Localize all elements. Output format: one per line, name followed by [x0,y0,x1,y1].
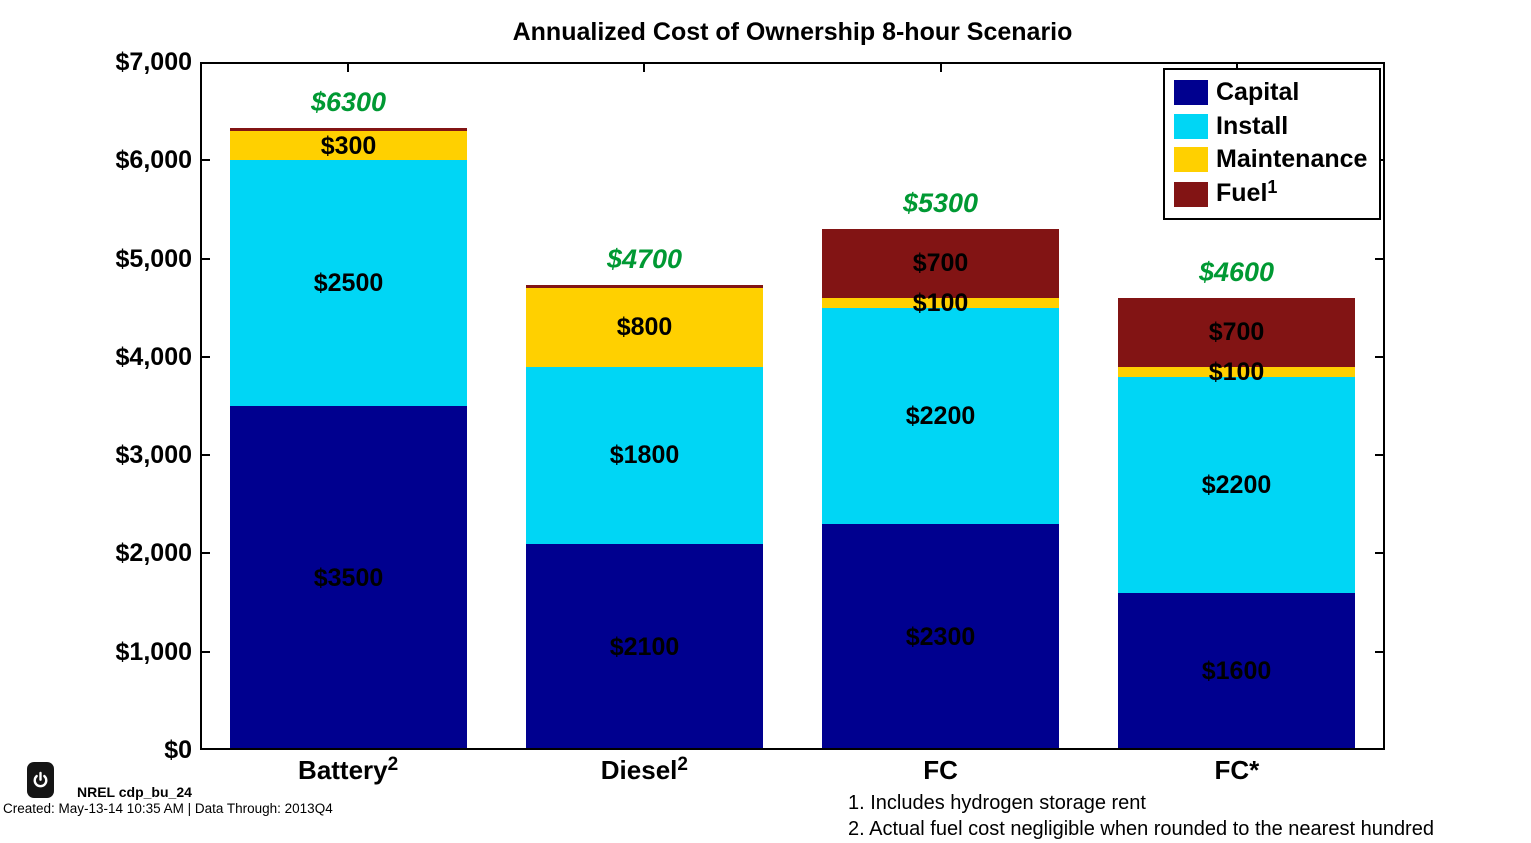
x-axis-tick-mark [643,64,646,72]
segment-value-label: $1600 [1201,657,1272,686]
bar-segment-maintenance [822,297,1059,308]
legend-label-text: Capital [1216,78,1300,107]
segment-value-label: $300 [320,131,377,160]
legend-label-text: Install [1216,111,1289,140]
legend-swatch-install [1174,113,1208,139]
y-axis-tick-label: $4,000 [115,342,192,371]
y-axis-tick-label: $2,000 [115,539,192,568]
y-axis-tick-label: $0 [164,736,192,764]
legend-swatch-capital [1174,80,1208,106]
y-axis-tick-mark [202,355,210,358]
x-axis-category-label: FC* [1214,755,1259,786]
bar-segment-capital [526,543,763,750]
bar-total-label: $5300 [902,188,979,219]
power-icon-glyph [33,771,48,787]
legend: Capital Install Maintenance Fuel1 [1163,68,1381,220]
y-axis-tick-mark [202,159,210,162]
y-axis-tick-label: $5,000 [115,244,192,273]
bar-segment-capital [230,406,467,750]
category-label-text: FC [923,755,958,785]
y-axis-tick-mark [1375,355,1383,358]
bar-segment-install [822,307,1059,524]
segment-value-label: $1800 [609,441,680,470]
bar-segment-fuel [822,229,1059,298]
footnotes: 1. Includes hydrogen storage rent 2. Act… [848,790,1434,842]
plot-area: $3500 $2500 $300 $6300 $2100 $1800 $800 $4700 $2… [200,62,1385,750]
legend-item-capital: Capital [1174,80,1379,106]
legend-label-superscript: 1 [1267,176,1278,197]
segment-value-label: $2300 [905,622,976,651]
segment-value-label: $2100 [609,632,680,661]
segment-value-label: $700 [912,249,969,278]
y-axis-tick-label: $3,000 [115,441,192,470]
bar-segment-fuel [230,127,467,131]
legend-item-install: Install [1174,111,1379,140]
legend-item-maintenance: Maintenance [1174,147,1379,173]
x-axis-category-label: Diesel2 [600,754,688,786]
created-timestamp: Created: May-13-14 10:35 AM | Data Throu… [3,801,333,816]
bar-total-label: $4700 [606,244,683,275]
segment-value-label: $800 [616,313,673,342]
category-label-superscript: 2 [387,754,399,775]
legend-label: Capital [1216,80,1299,105]
bar-segment-install [526,366,763,544]
category-label-text: Diesel [600,755,678,785]
x-axis-category-label: FC [923,755,958,786]
legend-label: Fuel1 [1216,177,1277,208]
x-axis-category-label: Battery2 [298,754,399,786]
segment-value-label: $3500 [313,564,384,592]
nrel-report-id: NREL cdp_bu_24 [77,784,192,800]
legend-label: Maintenance [1216,147,1367,172]
x-axis-tick-mark [347,64,350,72]
segment-value-label: $700 [1208,318,1265,347]
y-axis-tick-mark [202,650,210,653]
footnote-1: 1. Includes hydrogen storage rent [848,792,1146,814]
bar-segment-install [230,160,467,406]
segment-value-label: $2200 [1201,470,1272,499]
bar-segment-capital [822,523,1059,750]
legend-swatch-maintenance [1174,147,1208,173]
y-axis-tick-label: $6,000 [115,146,192,175]
bar-segment-capital [1118,592,1355,750]
bar-segment-maintenance [230,130,467,161]
segment-value-label: $100 [1208,357,1265,386]
x-axis-tick-mark [939,64,942,72]
legend-label-text: Maintenance [1216,145,1368,174]
segment-value-label: $2200 [905,401,976,430]
bar-segment-fuel [526,285,763,289]
y-axis-tick-mark [1375,257,1383,260]
bar-segment-maintenance [526,288,763,367]
y-axis-tick-label: $7,000 [115,48,192,76]
legend-label-text: Fuel [1216,178,1268,207]
category-label-text: Battery [298,755,388,785]
y-axis-tick-label: $1,000 [115,637,192,666]
y-axis-tick-mark [1375,454,1383,457]
bar-segment-fuel [1118,297,1355,367]
power-icon [27,762,54,798]
legend-item-fuel: Fuel1 [1174,177,1379,208]
bar-segment-install [1118,376,1355,593]
bar-segment-maintenance [1118,366,1355,377]
y-axis-tick-mark [202,454,210,457]
category-label-superscript: 2 [677,754,688,775]
chart-title: Annualized Cost of Ownership 8-hour Scen… [512,18,1073,46]
y-axis-tick-mark [1375,650,1383,653]
legend-swatch-fuel [1174,181,1208,207]
y-axis-tick-mark [1375,552,1383,555]
segment-value-label: $2500 [313,269,384,298]
legend-label: Install [1216,111,1289,140]
bar-total-label: $4600 [1198,256,1275,287]
footnote-2: 2. Actual fuel cost negligible when roun… [848,818,1434,840]
y-axis-tick-mark [202,257,210,260]
segment-value-label: $100 [912,288,969,317]
y-axis-tick-mark [202,552,210,555]
bar-total-label: $6300 [310,86,387,117]
category-label-text: FC* [1214,755,1260,785]
